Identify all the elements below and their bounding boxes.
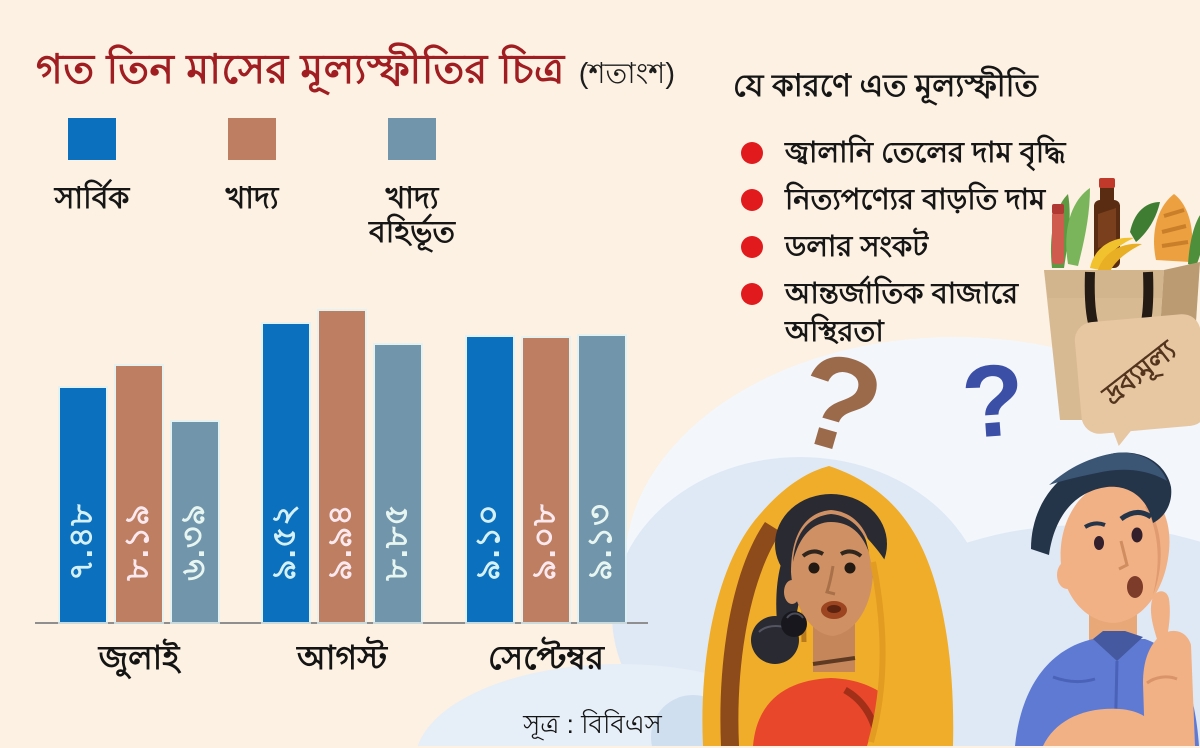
reason-text-line: জ্বালানি তেলের দাম বৃদ্ধি <box>785 137 1066 169</box>
month-label: জুলাই <box>98 639 180 676</box>
bar-value-label: ৮.৮৫ <box>377 503 414 581</box>
bullet-icon <box>741 283 763 305</box>
bar-value-label: ৬.৩৯ <box>174 503 211 581</box>
reasons-panel: যে কারণে এত মূল্যস্ফীতি জ্বালানি তেলের দ… <box>733 62 1200 360</box>
bar: ৬.৩৯ <box>172 422 218 622</box>
source-note: সূত্র : বিবিএস <box>523 709 662 739</box>
bar-value-label: ৭.৪৮ <box>62 503 99 581</box>
bar-group: ৭.৪৮ ৮.১৯ ৬.৩৯ জুলাই <box>60 366 218 676</box>
worried-woman-illustration <box>702 466 954 746</box>
reason-text-line: অস্থিরতা <box>785 316 884 348</box>
reason-text: নিত্যপণ্যের বাড়তি দাম <box>785 181 1045 219</box>
reason-item: নিত্যপণ্যের বাড়তি দাম <box>733 181 1200 219</box>
title-unit-note: (শতাংশ) <box>578 58 675 90</box>
x-axis-line <box>35 622 648 624</box>
bar-value-label: ৯.১৩ <box>581 503 618 581</box>
bar: ৮.৮৫ <box>375 345 421 622</box>
bar: ৯.৯৪ <box>319 311 365 622</box>
page-title: গত তিন মাসের মূল্যস্ফীতির চিত্র (শতাংশ) <box>36 38 675 107</box>
reason-text: জ্বালানি তেলের দাম বৃদ্ধি <box>785 134 1065 172</box>
reason-item: জ্বালানি তেলের দাম বৃদ্ধি <box>733 134 1200 172</box>
bar: ৯.১৩ <box>579 336 625 622</box>
bar-group: ৯.৫২ ৯.৯৪ ৮.৮৫ আগস্ট <box>263 311 421 676</box>
legend-swatch <box>68 118 116 160</box>
legend-item: সার্বিক <box>22 118 162 249</box>
bar-value-label: ৯.৫২ <box>265 503 302 581</box>
legend-swatch <box>228 118 276 160</box>
bar: ৭.৪৮ <box>60 388 106 622</box>
bar-value-label: ৯.০৮ <box>525 503 562 581</box>
reason-text: ডলার সংকট <box>785 228 928 266</box>
reason-text-line: আন্তর্জাতিক বাজারে <box>785 278 1019 310</box>
bullet-icon <box>741 189 763 211</box>
reasons-heading: যে কারণে এত মূল্যস্ফীতি <box>733 68 1038 103</box>
bar-value-label: ৯.৯৪ <box>321 503 358 581</box>
reasons-list: জ্বালানি তেলের দাম বৃদ্ধি নিত্যপণ্যের বাড… <box>733 134 1200 351</box>
price-tag-text: দ্রব্যমূল্য <box>1097 334 1182 410</box>
bar-group: ৯.১০ ৯.০৮ ৯.১৩ সেপ্টেম্বর <box>467 336 625 676</box>
price-tag-bubble: দ্রব্যমূল্য <box>1073 312 1200 436</box>
bar-value-label: ৮.১৯ <box>118 503 155 581</box>
bullet-icon <box>741 142 763 164</box>
title-text: গত তিন মাসের মূল্যস্ফীতির চিত্র <box>36 46 565 92</box>
legend-item: খাদ্য বহির্ভূত <box>342 118 482 249</box>
bar: ৮.১৯ <box>116 366 162 622</box>
reason-item: ডলার সংকট <box>733 228 1200 266</box>
reason-text: আন্তর্জাতিক বাজারে অস্থিরতা <box>785 275 1018 351</box>
month-label: সেপ্টেম্বর <box>487 639 605 676</box>
legend-label: সার্বিক <box>54 182 130 215</box>
thinking-man-illustration <box>1015 452 1199 746</box>
bar-chart: ৭.৪৮ ৮.১৯ ৬.৩৯ জুলাই ৯.৫২ ৯.৯৪ ৮.৮৫ আগস্ট ৯.১০ ৯.… <box>35 280 650 676</box>
legend-label: খাদ্য <box>225 182 279 215</box>
bar: ৯.১০ <box>467 337 513 622</box>
reason-text-line: নিত্যপণ্যের বাড়তি দাম <box>785 184 1046 216</box>
bar: ৯.০৮ <box>523 338 569 622</box>
reason-text-line: ডলার সংকট <box>785 231 929 263</box>
legend-swatch <box>388 118 436 160</box>
legend-item: খাদ্য <box>182 118 322 249</box>
reason-item: আন্তর্জাতিক বাজারে অস্থিরতা <box>733 275 1200 351</box>
bullet-icon <box>741 236 763 258</box>
legend: সার্বিক খাদ্য খাদ্য বহির্ভূত <box>22 118 502 249</box>
bar: ৯.৫২ <box>263 324 309 622</box>
month-label: আগস্ট <box>296 639 388 676</box>
legend-label: খাদ্য বহির্ভূত <box>369 182 455 249</box>
bar-value-label: ৯.১০ <box>469 503 506 581</box>
